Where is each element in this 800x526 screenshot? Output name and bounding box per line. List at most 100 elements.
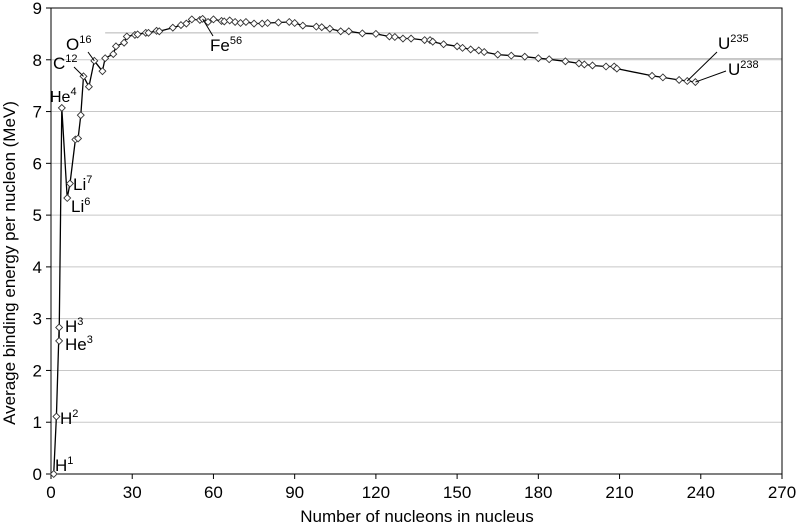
data-point-16 <box>111 42 121 51</box>
data-point-47 <box>317 23 326 32</box>
data-point-42 <box>274 18 283 27</box>
isotope-label-fe56: Fe56 <box>210 35 242 55</box>
isotope-label-h2: H2 <box>60 408 78 428</box>
y-tick-label-0: 0 <box>33 465 42 484</box>
data-point-39 <box>250 19 259 28</box>
data-point-75 <box>601 62 611 71</box>
isotope-label-u238: U238 <box>728 59 759 79</box>
data-point-6 <box>65 179 74 188</box>
data-point-60 <box>439 40 448 49</box>
data-point-25 <box>168 23 177 32</box>
data-point-79 <box>658 73 667 82</box>
isotope-label-c12: C12 <box>53 53 78 73</box>
data-point-35 <box>225 16 234 25</box>
data-point-1 <box>52 412 61 421</box>
data-point-48 <box>325 24 334 33</box>
data-point-53 <box>385 32 394 41</box>
data-point-51 <box>358 29 367 38</box>
x-tick-label-0: 0 <box>46 483 55 502</box>
data-point-50 <box>344 27 353 36</box>
y-tick-label-1: 1 <box>33 413 42 432</box>
leader-u235 <box>686 51 718 82</box>
data-point-30 <box>198 14 207 23</box>
data-point-67 <box>507 51 516 60</box>
data-point-66 <box>493 50 502 59</box>
y-tick-label-7: 7 <box>33 103 42 122</box>
binding-energy-line <box>53 18 696 475</box>
data-point-18 <box>122 32 131 41</box>
data-point-56 <box>407 34 416 43</box>
data-point-32 <box>209 15 218 24</box>
data-points <box>49 14 700 479</box>
data-point-71 <box>561 57 570 66</box>
data-point-3 <box>55 336 64 345</box>
data-point-14 <box>101 54 110 63</box>
data-point-15 <box>109 50 118 59</box>
data-point-20 <box>133 30 142 39</box>
data-point-77 <box>612 64 621 73</box>
data-point-46 <box>312 22 321 31</box>
axes <box>46 7 783 479</box>
data-point-17 <box>120 38 129 47</box>
data-point-52 <box>371 29 380 38</box>
x-tick-label-3: 90 <box>285 483 304 502</box>
data-point-11 <box>84 82 93 91</box>
data-point-31 <box>203 17 213 27</box>
data-point-36 <box>231 17 240 27</box>
data-point-2 <box>55 323 64 332</box>
leader-c12 <box>73 66 84 77</box>
isotope-label-u235: U235 <box>718 33 749 53</box>
y-tick-label-5: 5 <box>33 206 42 225</box>
plot-frame <box>50 7 783 475</box>
y-tick-label-6: 6 <box>33 154 42 173</box>
leader-u238 <box>695 70 727 83</box>
x-tick-label-6: 180 <box>524 483 552 502</box>
gridlines <box>51 59 782 423</box>
data-point-0 <box>49 469 58 479</box>
data-point-65 <box>480 47 489 57</box>
x-tick-labels: 0 30 60 90 120 150 180 210 240 270 <box>46 483 796 502</box>
data-point-37 <box>236 18 245 28</box>
x-tick-label-5: 150 <box>443 483 471 502</box>
data-point-43 <box>285 17 294 27</box>
data-point-78 <box>648 71 657 80</box>
isotope-label-h1: H1 <box>55 455 73 475</box>
y-tick-label-8: 8 <box>33 51 42 70</box>
data-point-5 <box>63 193 72 203</box>
x-tick-label-7: 210 <box>605 483 633 502</box>
data-point-68 <box>520 52 529 61</box>
data-point-41 <box>263 18 272 28</box>
x-tick-label-2: 60 <box>204 483 223 502</box>
isotope-label-o16: O16 <box>66 34 91 54</box>
leader-o16 <box>87 51 95 62</box>
data-point-28 <box>187 15 196 24</box>
data-point-49 <box>336 27 345 36</box>
data-point-69 <box>534 54 543 63</box>
data-point-73 <box>580 60 589 69</box>
x-tick-label-8: 240 <box>687 483 715 502</box>
y-tick-label-9: 9 <box>33 0 42 18</box>
x-tick-label-9: 270 <box>768 483 796 502</box>
isotope-label-h3: H3 <box>65 316 83 336</box>
x-tick-label-4: 120 <box>362 483 390 502</box>
y-tick-labels: 0 1 2 3 4 5 6 7 8 9 <box>33 0 42 484</box>
x-tick-label-1: 30 <box>123 483 142 502</box>
data-point-62 <box>458 43 467 52</box>
data-point-27 <box>182 19 191 28</box>
annotation-leaders <box>73 18 727 83</box>
data-point-38 <box>241 17 250 27</box>
data-point-45 <box>298 21 307 30</box>
data-point-55 <box>398 34 407 43</box>
x-axis-title: Number of nucleons in nucleus <box>300 507 533 526</box>
data-point-9 <box>76 111 85 120</box>
data-point-74 <box>588 61 597 70</box>
y-axis-title: Average binding energy per nucleon (MeV) <box>0 101 19 425</box>
reference-lines <box>105 32 782 60</box>
isotope-label-he3: He3 <box>65 334 93 354</box>
data-point-13 <box>98 67 107 76</box>
data-point-57 <box>420 36 429 45</box>
data-point-80 <box>675 75 684 85</box>
data-point-59 <box>428 37 437 46</box>
